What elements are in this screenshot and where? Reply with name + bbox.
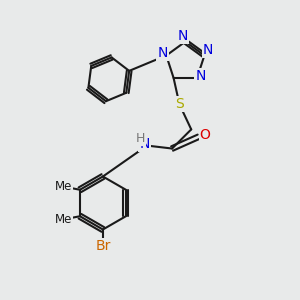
Text: N: N (203, 43, 213, 57)
Text: H: H (135, 132, 145, 145)
Text: N: N (195, 69, 206, 83)
Text: N: N (158, 46, 168, 60)
Text: O: O (200, 128, 211, 142)
Text: S: S (175, 98, 184, 111)
Text: N: N (140, 137, 150, 151)
Text: Me: Me (55, 213, 72, 226)
Text: Br: Br (95, 239, 111, 253)
Text: Me: Me (55, 180, 72, 193)
Text: N: N (178, 29, 188, 43)
